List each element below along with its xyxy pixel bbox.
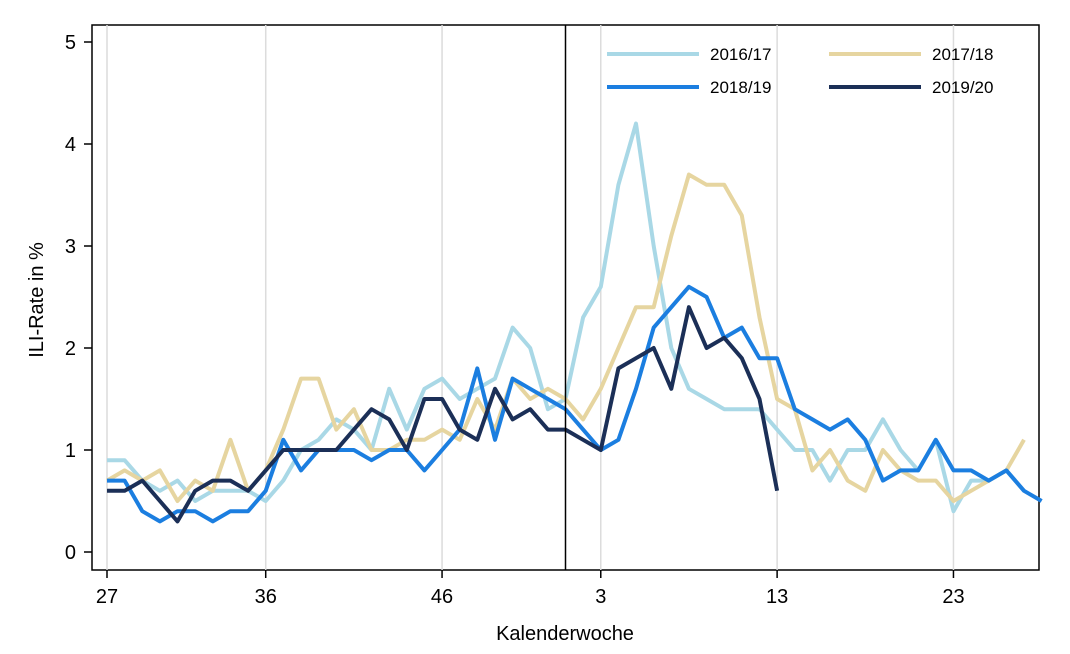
y-tick-label: 0 — [65, 542, 76, 564]
legend-label: 2019/20 — [932, 78, 993, 97]
legend-label: 2016/17 — [710, 45, 771, 64]
series-line-2019-20 — [107, 305, 780, 524]
x-tick-label: 23 — [942, 586, 964, 608]
x-tick-label: 13 — [766, 586, 788, 608]
y-tick-label: 5 — [65, 32, 76, 54]
y-tick-label: 4 — [65, 134, 76, 156]
legend: 2016/17 2017/18 2018/19 2019/20 — [607, 45, 993, 97]
y-tick-label: 3 — [65, 236, 76, 258]
x-axis-title: Kalenderwoche — [496, 623, 634, 645]
y-tick-label: 2 — [65, 338, 76, 360]
x-tick-label: 36 — [255, 586, 277, 608]
y-tick-label: 1 — [65, 440, 76, 462]
legend-label: 2017/18 — [932, 45, 993, 64]
legend-label: 2018/19 — [710, 78, 771, 97]
x-tick-label: 3 — [595, 586, 606, 608]
x-tick-label: 27 — [96, 586, 118, 608]
y-axis-title: ILI-Rate in % — [26, 242, 48, 358]
x-tick-label: 46 — [431, 586, 453, 608]
series-line-2018-19 — [107, 284, 1043, 524]
